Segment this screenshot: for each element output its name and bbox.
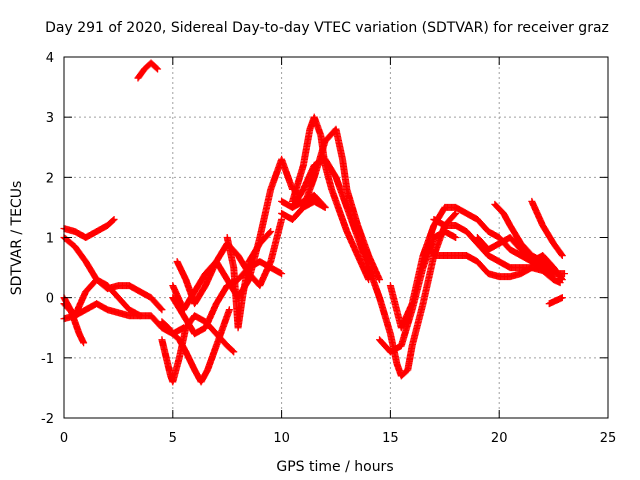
x-tick-label: 25 <box>600 431 617 446</box>
x-tick-label: 10 <box>273 431 290 446</box>
series-markers <box>545 294 566 308</box>
x-axis-label: GPS time / hours <box>276 459 393 475</box>
x-tick-label: 15 <box>382 431 399 446</box>
y-tick-label: -1 <box>41 352 54 367</box>
y-tick-label: -2 <box>41 412 54 427</box>
series-markers <box>288 155 460 380</box>
series-track-x <box>528 197 566 260</box>
chart-title: Day 291 of 2020, Sidereal Day-to-day VTE… <box>45 20 609 36</box>
x-tick-label: 20 <box>491 431 508 446</box>
x-tick-label: 5 <box>169 431 177 446</box>
y-tick-label: 2 <box>46 171 54 186</box>
series-track-u <box>430 252 564 287</box>
y-tick-label: 1 <box>46 232 54 247</box>
series-track-p <box>299 125 384 284</box>
y-axis-label: SDTVAR / TECUs <box>9 181 25 296</box>
x-tick-label: 0 <box>60 431 68 446</box>
axis-ticks: 0 5 10 15 20 25 -2 -1 0 1 2 3 4 <box>41 51 616 446</box>
series-markers <box>491 200 558 278</box>
series-track-l <box>223 227 275 332</box>
y-tick-label: 3 <box>46 111 54 126</box>
series-track-w <box>491 200 558 278</box>
y-tick-label: 4 <box>46 51 54 66</box>
series-markers <box>173 215 286 308</box>
series-track-q <box>288 155 460 380</box>
series-markers <box>528 197 566 260</box>
series-track-f <box>134 59 162 82</box>
series-markers <box>223 227 275 332</box>
series-track-k <box>173 215 286 308</box>
data-points <box>60 59 568 386</box>
series-markers <box>430 252 564 287</box>
y-tick-label: 0 <box>46 292 54 307</box>
series-markers <box>299 125 384 284</box>
series-markers <box>134 59 162 82</box>
series-track-y <box>545 294 566 308</box>
